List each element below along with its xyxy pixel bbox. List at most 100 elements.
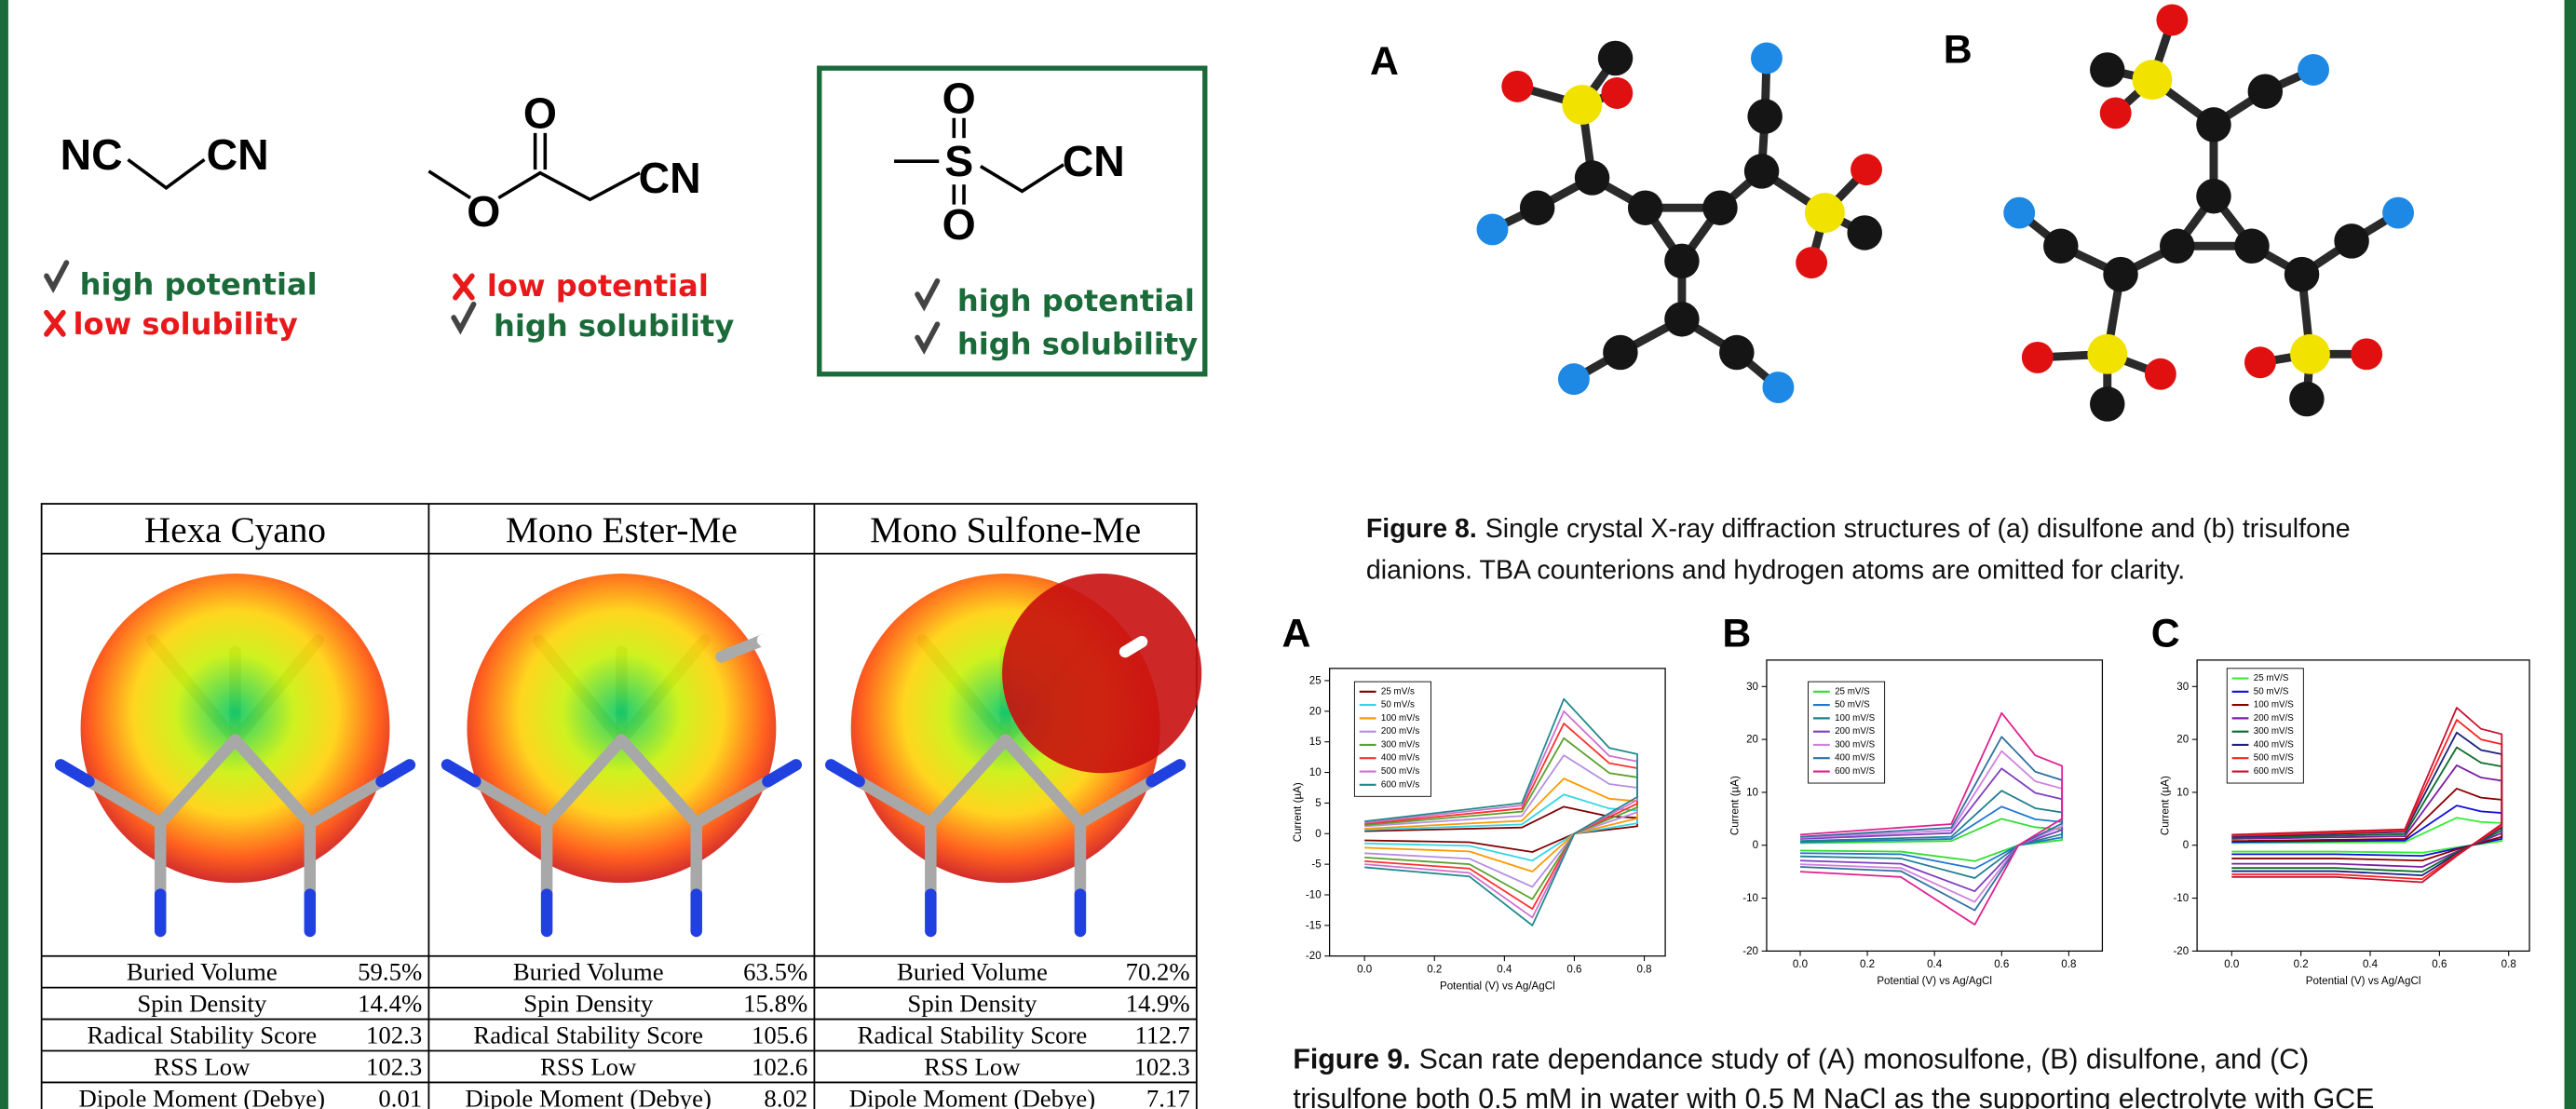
legend-label: 300 mV/S: [1835, 739, 1875, 750]
y-tick-label: -10: [1306, 888, 1322, 900]
atom: [2248, 74, 2283, 108]
atom: [1575, 160, 1609, 195]
atom: [2003, 197, 2035, 229]
atom: [2196, 179, 2230, 213]
row-value: 59.5%: [358, 958, 422, 986]
legend-label: 600 mV/S: [2254, 766, 2294, 777]
row-value: 8.02: [764, 1084, 807, 1109]
x-tick-label: 0.4: [1497, 964, 1512, 976]
panel-label: A: [1281, 611, 1310, 656]
y-tick-label: 30: [2176, 681, 2189, 693]
legend-label: 25 mV/s: [1381, 686, 1415, 697]
legend-label: 300 mV/S: [2254, 726, 2294, 737]
y-tick-label: -20: [2173, 945, 2189, 957]
x-tick-label: 0.8: [2061, 958, 2076, 970]
legend-label: 600 mV/S: [1835, 766, 1875, 777]
y-tick-label: 10: [1746, 786, 1758, 798]
space-fill: [467, 574, 776, 883]
y-tick-label: -20: [1306, 950, 1322, 962]
row-value: 102.3: [1133, 1052, 1189, 1080]
atom: [1847, 215, 1881, 250]
row-label: Radical Stability Score: [858, 1021, 1088, 1049]
atom-label: O: [942, 200, 976, 249]
row-label: Dipole Moment (Debye): [849, 1084, 1096, 1109]
panel-label: C: [2151, 611, 2180, 656]
row-label: RSS Low: [540, 1052, 637, 1080]
y-tick-label: 20: [1309, 705, 1322, 717]
legend-label: 100 mV/S: [2254, 700, 2294, 710]
caption: trisulfone both 0.5 mM in water with 0.5…: [1293, 1084, 2374, 1109]
atom: [2100, 97, 2132, 128]
row-value: 63.5%: [743, 958, 807, 986]
y-axis-label: Current (µA): [1292, 782, 1304, 842]
legend-label: 25 mV/S: [2254, 673, 2289, 683]
y-tick-label: 5: [1315, 797, 1321, 809]
y-tick-label: 0: [2183, 839, 2189, 851]
atom: [2382, 197, 2414, 229]
note: high potential: [80, 266, 318, 302]
atom: [1628, 190, 1662, 224]
space-fill: [81, 574, 390, 883]
note: high solubility: [957, 327, 1198, 362]
row-label: Spin Density: [523, 990, 654, 1018]
panel-label: B: [1944, 28, 1973, 73]
atom: [1796, 247, 1827, 278]
row-label: Spin Density: [907, 990, 1037, 1018]
row-label: Buried Volume: [897, 958, 1048, 986]
legend-label: 50 mV/s: [1381, 700, 1415, 710]
poster: NC CN O O CN O S O CN high potential low…: [0, 0, 2576, 1109]
row-value: 112.7: [1134, 1021, 1189, 1049]
atom: [2103, 257, 2137, 291]
x-axis-label: Potential (V) vs Ag/AgCl: [1877, 975, 1992, 987]
legend-label: 50 mV/S: [2254, 686, 2289, 697]
row-value: 0.01: [378, 1084, 422, 1109]
atom: [2160, 229, 2194, 264]
atom-label: O: [467, 187, 500, 236]
atom: [1747, 99, 1782, 133]
row-label: Buried Volume: [513, 958, 664, 986]
note: high potential: [957, 283, 1195, 318]
row-label: RSS Low: [924, 1052, 1021, 1080]
panel-label: B: [1722, 611, 1751, 656]
atom: [2133, 60, 2173, 100]
legend-label: 200 mV/S: [1835, 726, 1875, 737]
row-value: 70.2%: [1126, 958, 1190, 986]
x-tick-label: 0.2: [2294, 958, 2309, 970]
legend-label: 500 mV/s: [1381, 766, 1419, 777]
atom: [2289, 382, 2324, 416]
row-value: 102.6: [752, 1052, 807, 1080]
atom: [1664, 302, 1699, 336]
atom: [2334, 223, 2368, 258]
atom-label: S: [944, 137, 973, 185]
row-value: 102.3: [366, 1052, 422, 1080]
legend-label: 400 mV/s: [1381, 753, 1419, 764]
atom: [1702, 190, 1737, 224]
y-tick-label: 30: [1746, 681, 1758, 693]
row-value: 105.6: [752, 1021, 807, 1049]
atom: [1603, 335, 1637, 370]
x-axis-label: Potential (V) vs Ag/AgCl: [2306, 975, 2421, 987]
atom: [2351, 338, 2382, 370]
caption-label: Figure 8.: [1366, 514, 1477, 544]
column-header: Hexa Cyano: [144, 510, 326, 550]
x-tick-label: 0.0: [2224, 958, 2239, 970]
caption: Figure 9.Scan rate dependance study of (…: [1293, 1044, 2309, 1075]
atom: [1751, 43, 1783, 74]
row-value: 14.4%: [358, 990, 422, 1018]
legend-label: 50 mV/S: [1835, 700, 1870, 710]
atom: [1558, 363, 1590, 395]
x-axis-label: Potential (V) vs Ag/AgCl: [1440, 980, 1555, 992]
column-header: Mono Ester-Me: [506, 510, 738, 550]
atom: [2244, 346, 2276, 378]
row-value: 15.8%: [743, 990, 807, 1018]
atom-label: CN: [1063, 137, 1125, 185]
legend-label: 200 mV/s: [1381, 726, 1419, 737]
y-tick-label: -5: [1311, 859, 1321, 871]
atom: [1664, 244, 1699, 278]
atom-label: O: [523, 88, 557, 137]
x-tick-label: 0.6: [1994, 958, 2009, 970]
caption: dianions. TBA counterions and hydrogen a…: [1366, 555, 2185, 585]
atom-label: CN: [207, 130, 269, 179]
border-right: [2565, 0, 2576, 1109]
atom: [2145, 358, 2176, 390]
